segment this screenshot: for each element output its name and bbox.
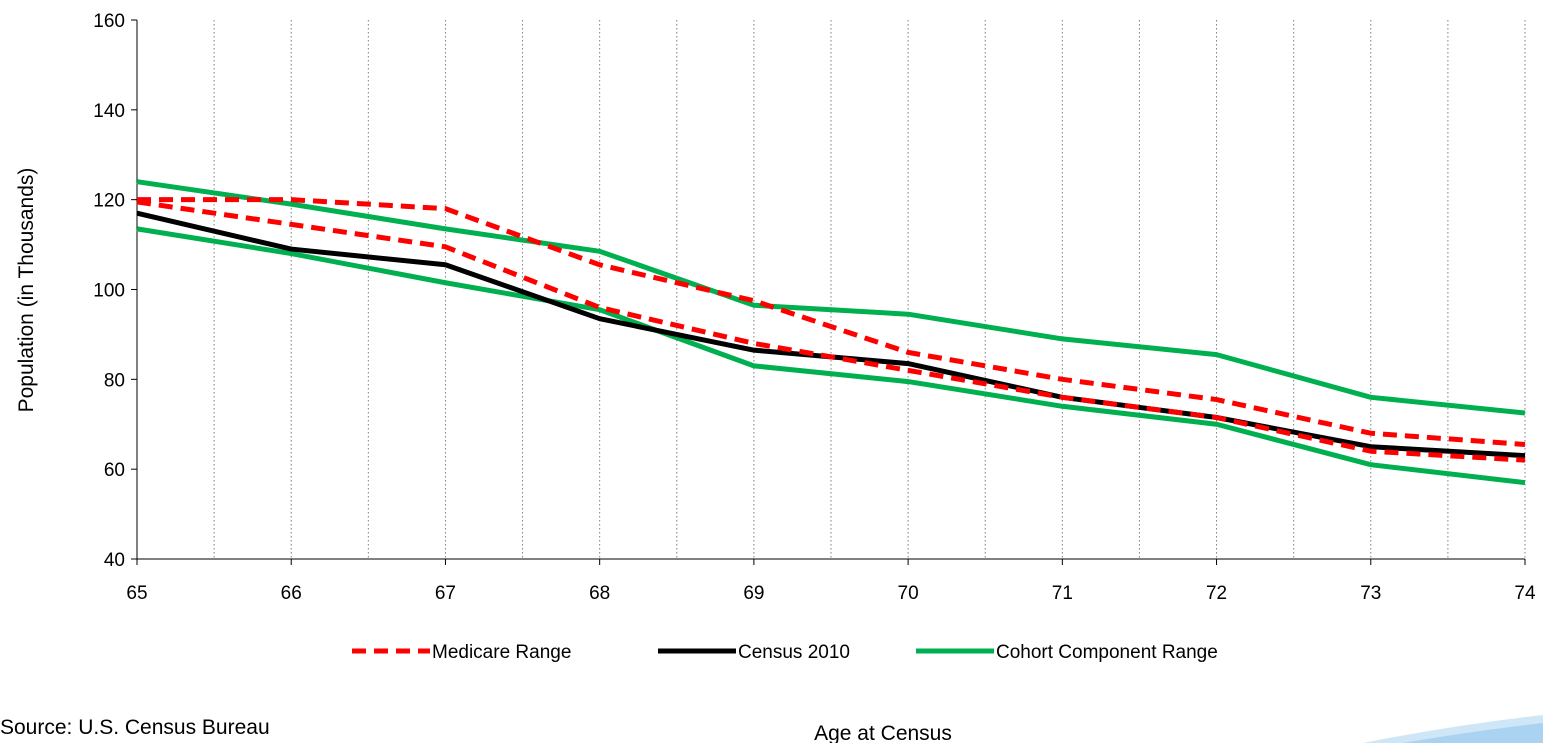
logo-swoosh [1363,715,1543,743]
series-line-cohort-component-range [136,179,1526,416]
x-tick-label: 73 [1360,583,1381,604]
source-note: Source: U.S. Census Bureau [0,716,270,739]
series-line-cohort-component-range [136,226,1526,486]
x-tick-label: 71 [1052,583,1073,604]
vertical-gridlines [213,20,1526,559]
y-tick-label: 100 [93,281,125,302]
legend-label: Medicare Range [432,642,571,663]
x-tick-label: 69 [743,583,764,604]
x-tick-label: 70 [898,583,919,604]
x-tick-label: 65 [126,583,147,604]
x-axis-ticks: 65 66 67 68 69 70 71 72 73 74 [126,559,1536,604]
y-tick-label: 140 [93,101,125,122]
x-tick-label: 72 [1206,583,1227,604]
y-axis-title: Population (in Thousands) [15,168,38,413]
series-line-census-2010 [136,210,1526,459]
y-tick-label: 60 [104,460,125,481]
y-tick-label: 120 [93,191,125,212]
x-tick-label: 74 [1514,583,1536,604]
x-tick-label: 67 [435,583,456,604]
x-tick-label: 66 [281,583,302,604]
legend-label: Census 2010 [738,642,850,663]
y-tick-label: 160 [93,11,125,32]
legend: Medicare Range Census 2010 Cohort Componen… [352,642,1218,663]
y-axis-ticks: 40 60 80 100 120 140 160 [93,11,137,571]
y-tick-label: 80 [104,370,125,391]
x-tick-label: 68 [589,583,610,604]
series-line-medicare-range [136,199,1526,463]
y-tick-label: 40 [104,550,125,571]
x-axis-title: Age at Census [814,722,952,743]
legend-label: Cohort Component Range [996,642,1218,663]
series-group [136,179,1526,486]
series-line-medicare-range [137,197,1526,447]
